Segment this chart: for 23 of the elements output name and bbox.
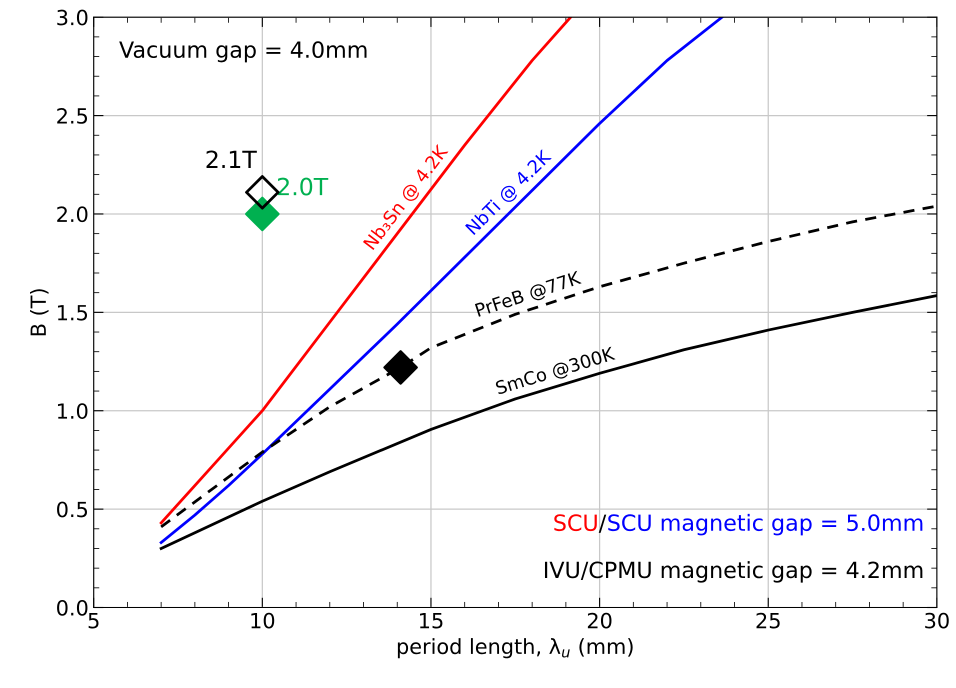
x-tick-label: 10 (251, 612, 274, 628)
text: PrFeB @77K (474, 270, 583, 320)
y-tick-label: 0.5 (57, 502, 88, 518)
annotation: 2.0T (278, 178, 328, 196)
annotation: / (598, 514, 606, 533)
y-tick-label: 2.0 (57, 206, 88, 222)
annotation: SCU (554, 514, 597, 532)
x-tick-label: 20 (588, 612, 612, 628)
annotation: 2.1T (206, 150, 257, 168)
x-tick-label: 5 (88, 613, 98, 628)
y-tick-label: 0.0 (57, 600, 88, 616)
annotation: IVU/CPMU magnetic gap = 4.2mm (544, 561, 922, 583)
x-tick-label: 30 (925, 612, 949, 628)
y-tick-label: 3.0 (57, 10, 88, 26)
y-axis-title: B (T) (30, 289, 49, 336)
annotation: Vacuum gap = 4.0mm (119, 41, 367, 62)
y-tick-label: 1.5 (58, 305, 88, 321)
x-axis-title: period length, λ$_{u}$ (mm) (398, 638, 633, 658)
y-tick-label: 1.0 (58, 403, 88, 419)
x-tick-label: 25 (756, 612, 780, 628)
annotation: SCU magnetic gap = 5.0mm (608, 514, 922, 536)
x-tick-label: 15 (420, 613, 442, 628)
y-tick-label: 2.5 (57, 108, 88, 124)
